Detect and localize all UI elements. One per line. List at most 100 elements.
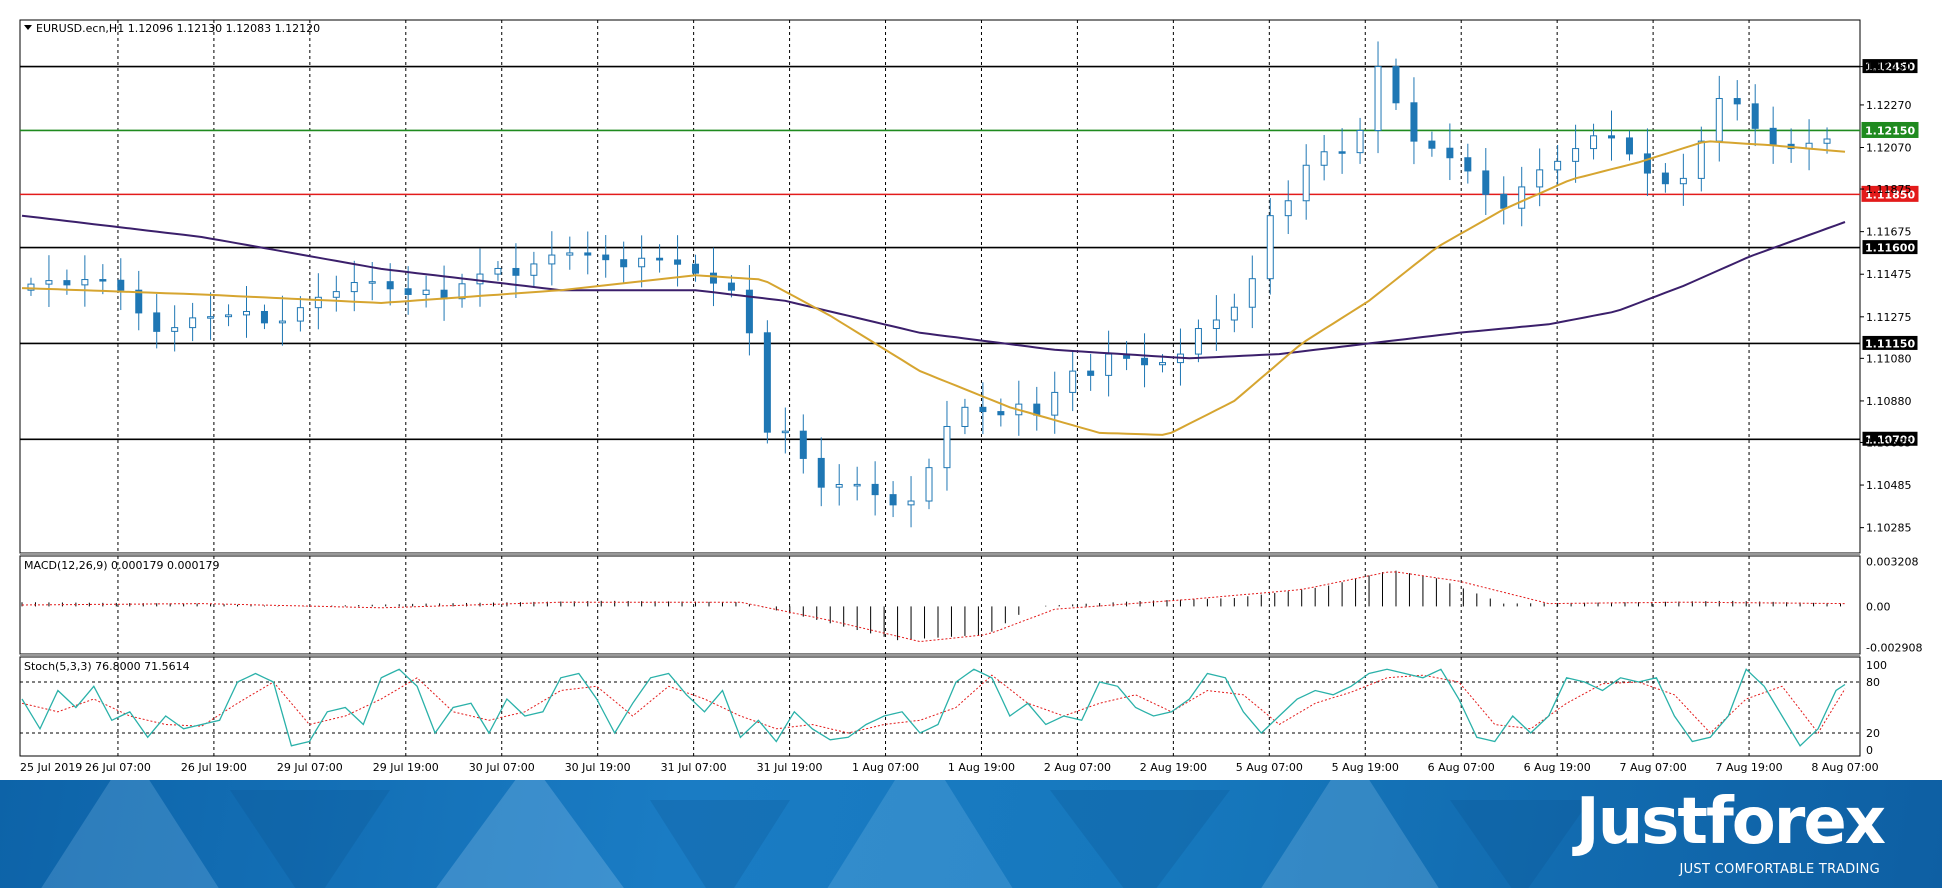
x-tick-label: 26 Jul 19:00: [181, 761, 247, 774]
candle-body: [1141, 357, 1149, 366]
stoch-signal-line: [21, 674, 1846, 734]
candle-body: [350, 282, 358, 293]
candle-body: [27, 283, 35, 291]
x-tick-label: 8 Aug 07:00: [1811, 761, 1878, 774]
candle-body: [727, 282, 735, 291]
candle-body: [117, 279, 125, 291]
stoch-panel-frame: [19, 656, 1861, 757]
candle-body: [1446, 147, 1454, 159]
candle-body: [1374, 66, 1382, 131]
candle-body: [1661, 172, 1669, 185]
candle-body: [1230, 306, 1238, 321]
y-tick-label: 1.10285: [1866, 522, 1912, 535]
chart-grid: [117, 20, 1750, 756]
candle-body: [638, 257, 646, 268]
candle-body: [1392, 66, 1400, 104]
candle-body: [1248, 278, 1256, 308]
justforex-logo[interactable]: Justforex: [1575, 785, 1886, 859]
candle-body: [1069, 370, 1077, 393]
candle-body: [656, 257, 664, 261]
y-tick-label: 1.11875: [1866, 183, 1912, 196]
level-tag: [1861, 239, 1919, 256]
candle-body: [979, 406, 987, 413]
candle-body: [494, 267, 502, 275]
candle-body: [1751, 103, 1759, 129]
x-tick-label: 30 Jul 07:00: [469, 761, 535, 774]
candle-body: [1087, 370, 1095, 376]
candle-body: [278, 320, 286, 324]
x-tick-label: 5 Aug 07:00: [1236, 761, 1303, 774]
x-tick-label: 31 Jul 19:00: [757, 761, 823, 774]
candle-body: [566, 252, 574, 256]
candle-body: [1428, 140, 1436, 149]
y-tick-label: 1.10685: [1866, 436, 1912, 449]
candle-body: [835, 484, 843, 488]
candle-body: [1410, 102, 1418, 142]
candle-body: [404, 288, 412, 295]
candle-body: [512, 267, 520, 276]
candle-body: [1715, 98, 1723, 142]
price-levels: 1.12450 1.12150 1.11850 1.11600 1.11150 1.107…: [20, 58, 1919, 447]
candle-body: [1302, 164, 1310, 202]
candle-body: [745, 289, 753, 334]
brand-tagline: JUST COMFORTABLE TRADING: [1679, 862, 1880, 877]
x-tick-label: 2 Aug 07:00: [1044, 761, 1111, 774]
candle-body: [997, 411, 1005, 416]
y-tick-label: 1.12450: [1866, 61, 1912, 74]
y-tick-label: 1.10880: [1866, 395, 1912, 408]
level-tag-label: 1.10700: [1865, 433, 1915, 446]
y-tick-label: 1.12270: [1866, 99, 1912, 112]
candle-body: [1697, 140, 1705, 179]
stoch-title: Stoch(5,3,3) 76.8000 71.5614: [24, 660, 190, 673]
x-tick-label: 5 Aug 19:00: [1332, 761, 1399, 774]
candle-body: [1536, 169, 1544, 188]
level-tag: [1861, 430, 1919, 447]
candle-body: [1572, 148, 1580, 162]
stochastic-indicator: 100 80 20 0: [20, 659, 1887, 757]
chart-menu-arrow-icon[interactable]: [24, 25, 32, 30]
ma-slow-line: [21, 214, 1846, 360]
candle-body: [620, 259, 628, 268]
candle-body: [171, 327, 179, 332]
candle-body: [709, 272, 717, 284]
candle-body: [45, 280, 53, 285]
candle-body: [332, 291, 340, 298]
candle-body: [763, 332, 771, 433]
candle-body: [907, 500, 915, 506]
candle-body: [135, 289, 143, 314]
x-tick-label: 26 Jul 07:00: [85, 761, 151, 774]
stoch-main-line: [21, 668, 1846, 747]
stoch-y-label: 100: [1866, 659, 1887, 672]
brand-banner: Justforex JUST COMFORTABLE TRADING: [0, 780, 1942, 888]
candle-body: [1464, 157, 1472, 172]
candle-body: [1320, 151, 1328, 166]
macd-signal-line: [21, 571, 1846, 643]
candle-body: [1266, 215, 1274, 280]
candle-body: [207, 316, 215, 319]
candle-body: [1356, 129, 1364, 154]
candle-body: [1733, 98, 1741, 105]
x-tick-label: 1 Aug 19:00: [948, 761, 1015, 774]
x-tick-label: 6 Aug 07:00: [1428, 761, 1495, 774]
candle-body: [314, 296, 322, 309]
candle-body: [530, 263, 538, 276]
candle-body: [1643, 153, 1651, 174]
price-chart-title: EURUSD.ecn,H1 1.12096 1.12130 1.12083 1.…: [36, 22, 320, 35]
level-tag-label: 1.11150: [1865, 337, 1915, 350]
candle-body: [153, 312, 161, 332]
macd-y-label: 0.00: [1866, 600, 1891, 613]
y-axis-labels: 1.12450 1.12270 1.12070 1.11875 1.11675 1.114…: [1860, 61, 1912, 535]
level-tag: [1861, 121, 1919, 138]
candle-body: [1823, 138, 1831, 144]
stoch-y-label: 80: [1866, 676, 1880, 689]
candle-body: [1194, 328, 1202, 355]
candle-body: [1338, 151, 1346, 154]
candle-body: [674, 259, 682, 265]
y-tick-label: 1.11080: [1866, 352, 1912, 365]
y-tick-label: 1.11275: [1866, 311, 1912, 324]
macd-indicator: 0.003208 0.00 -0.002908: [21, 555, 1922, 654]
candle-body: [925, 467, 933, 502]
candle-body: [817, 457, 825, 488]
x-tick-label: 7 Aug 19:00: [1715, 761, 1782, 774]
level-tag: [1861, 334, 1919, 351]
